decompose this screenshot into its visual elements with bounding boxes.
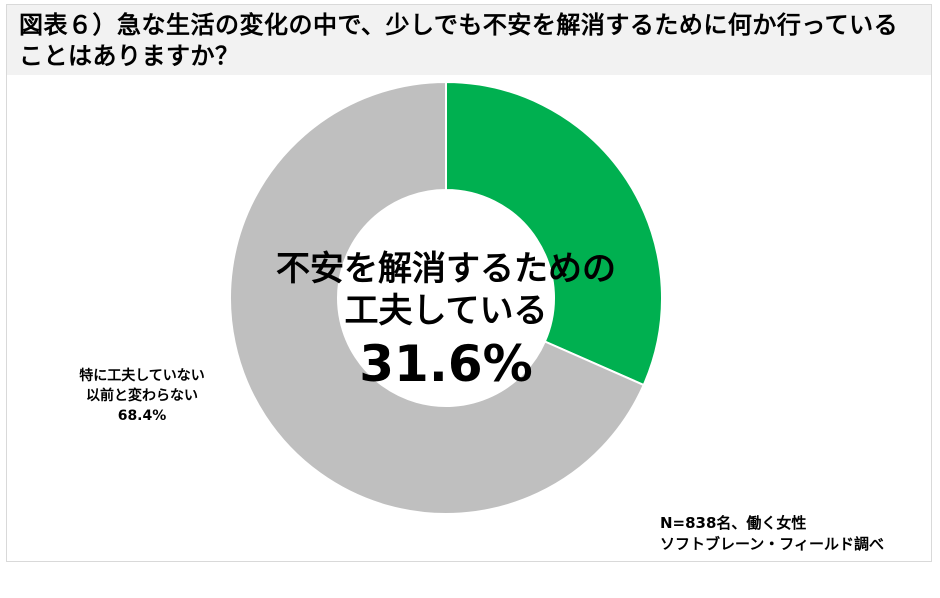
gray-label-line2: 以前と変わらない <box>86 388 198 404</box>
center-label-line2: 工夫している <box>344 291 548 331</box>
source-credit: ソフトブレーン・フィールド調べ <box>660 535 884 553</box>
gray-label-percent: 68.4% <box>117 408 167 424</box>
chart-title: 図表６）急な生活の変化の中で、少しでも不安を解消するために何か行っていることはあ… <box>19 11 899 70</box>
gray-slice-label: 特に工夫していない 以前と変わらない 68.4% <box>42 366 242 426</box>
gray-label-line1: 特に工夫していない <box>79 368 205 384</box>
slice-green <box>445 80 663 387</box>
slice-gray <box>229 80 646 515</box>
sample-size: N=838名、働く女性 <box>660 514 807 532</box>
center-label: 不安を解消するための 工夫している <box>246 248 646 332</box>
source-note: N=838名、働く女性 ソフトブレーン・フィールド調べ <box>660 513 884 555</box>
center-label-line1: 不安を解消するための <box>276 249 616 289</box>
title-band: 図表６）急な生活の変化の中で、少しでも不安を解消するために何か行っていることはあ… <box>7 5 931 75</box>
center-percent: 31.6% <box>359 335 533 393</box>
